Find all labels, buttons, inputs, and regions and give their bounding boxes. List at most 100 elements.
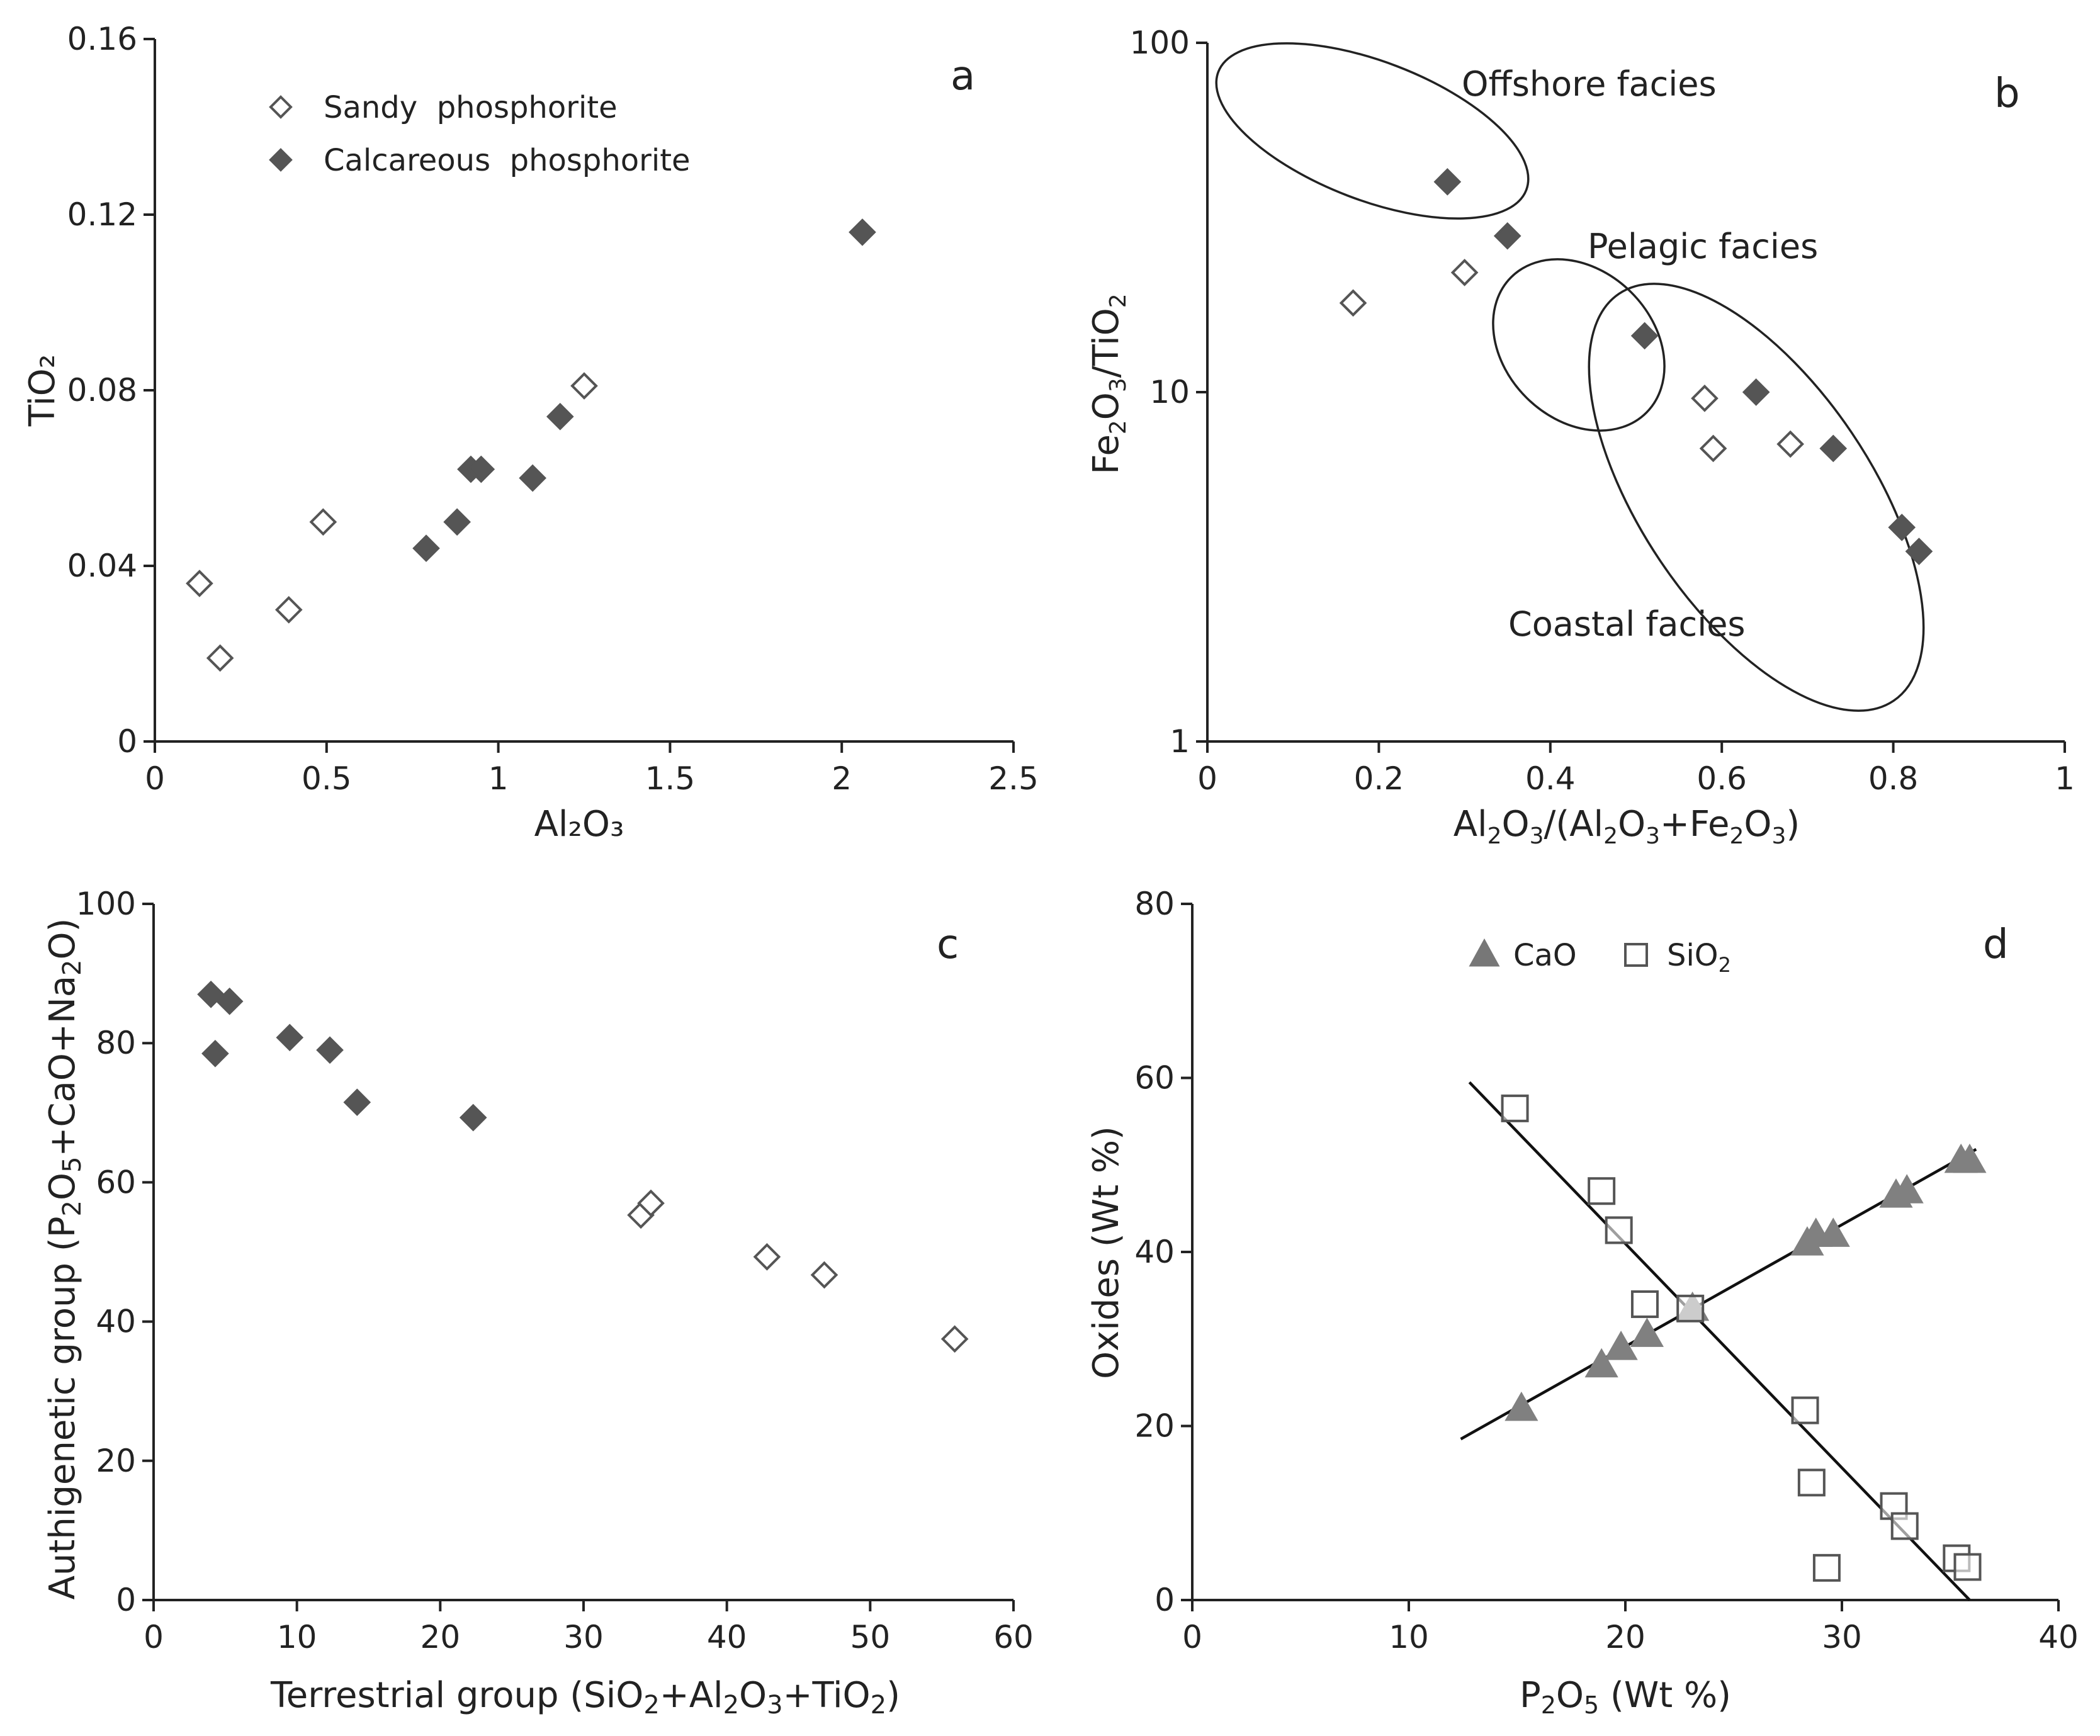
y-tick-label: 40 <box>96 1304 136 1340</box>
data-point-open-square <box>1953 1553 1982 1581</box>
panel-d-axes <box>1191 904 2058 1601</box>
data-point-filled-diamond <box>1819 434 1848 463</box>
data-point-filled-diamond <box>197 980 225 1008</box>
data-point-filled-diamond <box>215 988 244 1015</box>
data-point-open-diamond <box>274 595 303 624</box>
data-point-open-diamond <box>309 508 337 536</box>
x-tick-label: 1 <box>2055 760 2075 797</box>
data-point-filled-diamond <box>316 1036 344 1064</box>
data-point-filled-diamond <box>1742 378 1770 406</box>
data-point-filled-diamond <box>849 218 876 246</box>
data-point-open-square <box>1791 1396 1819 1424</box>
panel-b-xlabel: Al2O3/(Al2O3+Fe2O3) <box>1454 804 1800 849</box>
panel-b: 0 0.2 0.4 0.6 0.8 1 1 10 100 b Al2O3/(Al2O3+Fe2… <box>1086 25 2075 849</box>
y-tick-label: 80 <box>96 1025 136 1061</box>
data-point-filled-diamond <box>343 1088 371 1117</box>
x-tick-label: 0 <box>144 1619 164 1655</box>
x-tick-label: 0.4 <box>1525 760 1576 797</box>
x-tick-label: 10 <box>277 1619 317 1655</box>
y-tick-label: 40 <box>1134 1234 1175 1270</box>
panel-d-xlabel: P2O5 (Wt %) <box>1520 1675 1731 1719</box>
x-tick-label: 0 <box>1182 1619 1202 1655</box>
data-point-open-diamond <box>753 1243 781 1271</box>
data-point-open-square <box>1890 1512 1919 1540</box>
panel-c: 0 10 20 30 40 50 60 0 20 40 60 80 100 c Terrestrial… <box>42 886 1034 1720</box>
legend-filled-triangle-icon <box>1469 938 1500 967</box>
data-point-open-square <box>1605 1216 1633 1244</box>
x-tick-label: 0.5 <box>302 760 352 797</box>
x-tick-label: 0.8 <box>1868 760 1919 797</box>
pelagic-facies-label: Pelagic facies <box>1588 227 1818 266</box>
y-tick-label: 0.08 <box>67 372 137 409</box>
y-tick-label: 60 <box>1134 1060 1175 1096</box>
data-point-filled-diamond <box>1493 222 1521 250</box>
x-tick-label: 1.5 <box>645 760 696 797</box>
legend-filled-diamond-icon <box>269 148 293 172</box>
data-point-filled-diamond <box>467 455 495 483</box>
panel-d: 0 10 20 30 40 0 20 40 60 80 d P2O5 (Wt %) Oxides… <box>1086 886 2079 1719</box>
data-point-open-square <box>1812 1553 1841 1582</box>
x-tick-label: 10 <box>1389 1619 1429 1655</box>
panel-d-legend-cao: CaO <box>1513 938 1577 973</box>
data-point-open-diamond <box>637 1189 665 1217</box>
x-tick-label: 0 <box>145 760 165 797</box>
panel-a-legend-calcareous: Calcareous phosphorite <box>324 143 691 178</box>
data-point-filled-diamond <box>1888 514 1916 541</box>
data-point-filled-diamond <box>1905 538 1933 565</box>
y-tick-label: 20 <box>1134 1408 1175 1445</box>
panel-d-legend: CaO SiO2 <box>1469 938 1731 977</box>
data-point-filled-triangle <box>1604 1331 1638 1360</box>
y-tick-label: 0 <box>116 1582 136 1618</box>
y-tick-label: 60 <box>96 1164 136 1200</box>
x-tick-label: 0.2 <box>1354 760 1404 797</box>
data-point-open-diamond <box>186 570 213 597</box>
x-tick-label: 2 <box>832 760 852 797</box>
panel-b-ylabel: Fe2O3/TiO2 <box>1086 293 1131 474</box>
x-tick-label: 20 <box>1605 1619 1646 1655</box>
data-point-open-diamond <box>810 1261 838 1289</box>
data-point-filled-diamond <box>276 1023 304 1052</box>
data-point-filled-diamond <box>459 1103 487 1132</box>
x-tick-label: 1 <box>488 760 509 797</box>
data-point-filled-diamond <box>519 464 546 492</box>
x-tick-label: 60 <box>993 1619 1034 1655</box>
offshore-facies-label: Offshore facies <box>1462 64 1717 104</box>
panel-d-ylabel: Oxides (Wt %) <box>1086 1126 1127 1379</box>
panel-a-xlabel: Al₂O₃ <box>534 804 624 845</box>
pelagic-facies-ellipse <box>1492 258 1666 432</box>
panel-b-letter: b <box>1994 70 2020 117</box>
x-tick-label: 40 <box>2038 1619 2079 1655</box>
panel-a-legend: Sandy phosphorite Calcareous phosphorite <box>269 90 691 178</box>
y-tick-label: 1 <box>1170 723 1190 760</box>
data-point-open-square <box>1797 1468 1826 1497</box>
data-point-filled-diamond <box>412 534 440 562</box>
data-point-open-diamond <box>940 1325 969 1353</box>
panel-a-ylabel: TiO₂ <box>22 354 63 427</box>
panel-c-ylabel: Authigenetic group (P2O5+CaO+Na2O) <box>42 918 87 1600</box>
data-point-open-square <box>1630 1290 1659 1318</box>
panel-a: 0 0.5 1 1.5 2 2.5 0 0.04 0.08 0.12 0.16 a Al₂O₃ T… <box>22 21 1039 845</box>
y-tick-label: 0 <box>117 723 137 760</box>
y-tick-label: 0.04 <box>67 548 137 584</box>
data-point-filled-triangle <box>1630 1317 1664 1347</box>
x-tick-label: 50 <box>850 1619 891 1655</box>
x-tick-label: 2.5 <box>988 760 1039 797</box>
data-point-filled-triangle <box>1584 1348 1618 1378</box>
data-point-open-diamond <box>206 644 234 672</box>
data-point-open-diamond <box>1699 434 1727 463</box>
data-point-open-diamond <box>1776 430 1804 458</box>
y-tick-label: 0.16 <box>67 21 137 57</box>
x-tick-label: 30 <box>1822 1619 1862 1655</box>
data-point-filled-diamond <box>546 403 574 431</box>
panel-c-axes <box>152 904 1013 1601</box>
panel-d-letter: d <box>1983 922 2009 968</box>
x-tick-label: 20 <box>421 1619 461 1655</box>
data-point-filled-triangle <box>1504 1391 1538 1421</box>
legend-open-diamond-icon <box>269 95 293 119</box>
data-point-filled-triangle <box>1953 1143 1987 1173</box>
x-tick-label: 30 <box>563 1619 604 1655</box>
data-point-open-diamond <box>1691 385 1719 412</box>
panel-a-legend-sandy: Sandy phosphorite <box>324 90 618 125</box>
x-tick-label: 40 <box>707 1619 747 1655</box>
